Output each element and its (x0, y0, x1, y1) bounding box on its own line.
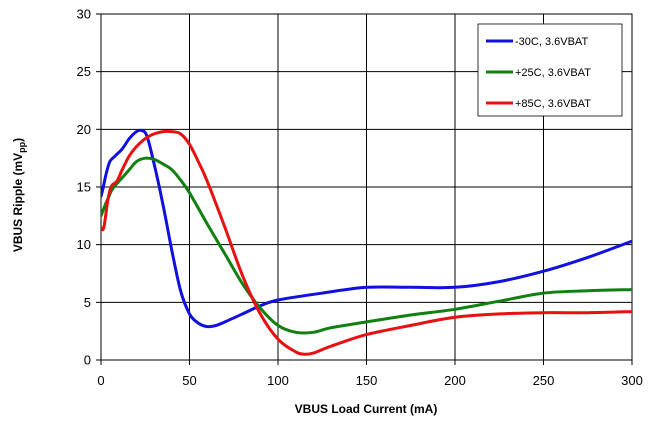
legend-label-3: +85C, 3.6VBAT (515, 98, 591, 110)
series-line-3 (101, 129, 632, 356)
x-tick-label: 250 (533, 373, 555, 388)
x-axis-title: VBUS Load Current (mA) (295, 402, 438, 416)
y-axis-title-end: ) (11, 138, 25, 142)
series-line-2 (101, 156, 632, 335)
y-tick-label: 20 (77, 122, 91, 137)
y-tick-label: 0 (84, 353, 91, 368)
x-tick-label: 150 (356, 373, 378, 388)
y-tick-label: 25 (77, 64, 91, 79)
legend-items: -30C, 3.6VBAT +25C, 3.6VBAT +85C, 3.6VBAT (486, 36, 591, 110)
y-tick-label: 30 (77, 7, 91, 22)
legend: -30C, 3.6VBAT +25C, 3.6VBAT +85C, 3.6VBAT (477, 23, 623, 117)
x-tick-label: 0 (97, 373, 104, 388)
x-tick-label: 100 (267, 373, 289, 388)
x-tick-label: 300 (621, 373, 643, 388)
y-tick-label: 5 (84, 295, 91, 310)
x-tick-label: 200 (444, 373, 466, 388)
y-tick-label: 10 (77, 237, 91, 252)
y-axis-title-main: VBUS Ripple (mV (11, 153, 25, 252)
y-axis-ticks: 0 5 10 15 20 25 30 (77, 7, 101, 368)
y-axis-title-subscript: pp (17, 141, 27, 152)
legend-label-2: +25C, 3.6VBAT (515, 67, 591, 79)
series-layer (101, 128, 632, 356)
x-tick-label: 50 (182, 373, 196, 388)
series-line-1 (101, 128, 632, 329)
legend-box (477, 23, 623, 117)
y-axis-title: VBUS Ripple (mVpp) (11, 138, 27, 252)
legend-label-1: -30C, 3.6VBAT (515, 36, 588, 48)
grid-lines (101, 14, 632, 360)
y-tick-label: 15 (77, 180, 91, 195)
x-axis-ticks: 0 50 100 150 200 250 300 (97, 360, 643, 388)
